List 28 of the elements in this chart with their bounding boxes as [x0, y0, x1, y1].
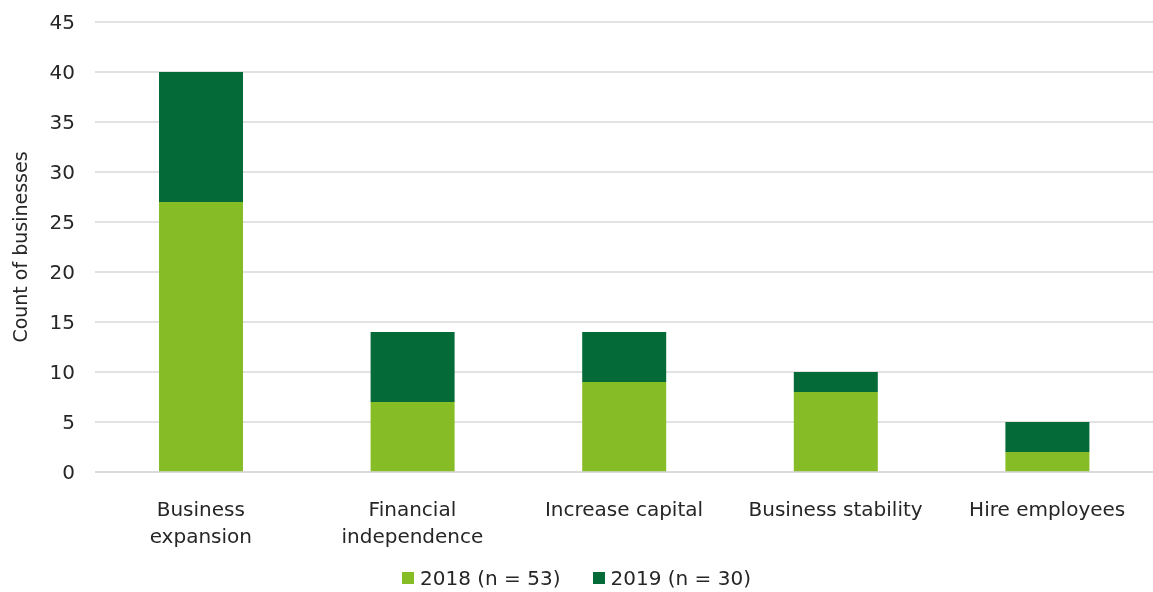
bar [370, 402, 455, 472]
y-tick-label: 5 [62, 410, 75, 435]
bar [582, 332, 667, 382]
bar [1005, 452, 1090, 472]
bar [159, 72, 243, 202]
y-tick-label: 20 [49, 260, 75, 285]
y-tick-label: 35 [49, 110, 75, 135]
y-tick-label: 25 [49, 210, 75, 235]
bar [793, 372, 878, 392]
bar [582, 382, 667, 472]
y-tick-label: 45 [49, 10, 75, 35]
x-tick-label: Business stability [748, 497, 923, 521]
x-tick-label: Increase capital [544, 497, 704, 521]
bar [1005, 422, 1090, 452]
legend-label: 2019 (n = 30) [610, 566, 751, 590]
x-tick-label: Hire employees [969, 497, 1126, 521]
bar [370, 332, 455, 402]
y-tick-label: 10 [49, 360, 75, 385]
bar [159, 202, 243, 472]
y-tick-label: 30 [49, 160, 75, 185]
bar [793, 392, 878, 472]
y-tick-label: 15 [49, 310, 75, 335]
y-axis-title: Count of businesses [8, 151, 31, 343]
legend-label: 2018 (n = 53) [420, 566, 561, 590]
y-tick-label: 40 [49, 60, 75, 85]
x-tick-label: Financial independence [341, 497, 484, 548]
y-tick-label: 0 [62, 460, 75, 485]
x-tick-label: Business expansion [149, 497, 252, 548]
